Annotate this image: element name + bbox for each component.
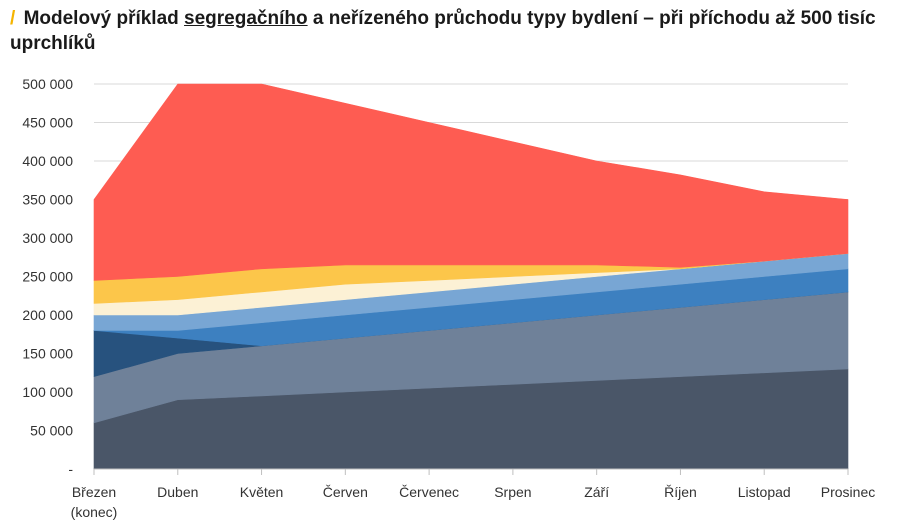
- x-tick-label-line: Říjen: [664, 484, 697, 500]
- y-tick-label: 100 000: [22, 384, 73, 400]
- y-tick-label: 200 000: [22, 307, 73, 323]
- x-tick-label-line: Duben: [157, 484, 198, 500]
- x-tick-label: Květen: [240, 484, 284, 500]
- x-tick-label-line: Září: [584, 484, 609, 500]
- title-slash: /: [10, 8, 16, 29]
- chart-title: / Modelový příklad segregačního a neříze…: [10, 6, 895, 56]
- x-tick-label-line: Prosinec: [821, 484, 875, 500]
- x-tick-label: Září: [584, 484, 609, 500]
- x-tick-label: Duben: [157, 484, 198, 500]
- y-tick-label: 400 000: [22, 153, 73, 169]
- x-tick-label-line: Červen: [323, 484, 368, 500]
- x-tick-label: Prosinec: [821, 484, 875, 500]
- x-tick-label-line: Červenec: [399, 484, 459, 500]
- y-tick-label: 250 000: [22, 269, 73, 285]
- x-tick-label-line: Květen: [240, 484, 284, 500]
- y-tick-labels: - 50 000 100 000 150 000 200 000 250 000 300 0…: [22, 76, 73, 477]
- title-text-start: Modelový příklad: [23, 8, 179, 29]
- y-tick-label: 350 000: [22, 192, 73, 208]
- y-tick-label: 450 000: [22, 115, 73, 131]
- x-tick-label-line: Srpen: [494, 484, 531, 500]
- title-text-underlined: segregačního: [184, 8, 308, 29]
- x-tick-label-line: Listopad: [738, 484, 791, 500]
- title-text-end: a neřízeného průchodu typy bydlení – při…: [10, 8, 876, 54]
- x-tick-label: Říjen: [664, 484, 697, 500]
- x-tick-label: Červen: [323, 484, 368, 500]
- x-tick-label: Listopad: [738, 484, 791, 500]
- y-tick-label: 50 000: [30, 423, 73, 439]
- y-tick-label: 300 000: [22, 230, 73, 246]
- x-tick-labels: Březen (konec) Duben Květen Červen Červenec Sr…: [71, 484, 876, 520]
- y-tick-label: 150 000: [22, 346, 73, 362]
- x-tick-label-line: Březen: [72, 484, 116, 500]
- area-series: [93, 83, 849, 470]
- area-series-8: [93, 83, 849, 281]
- axes: [93, 468, 849, 475]
- x-tick-label: Červenec: [399, 484, 459, 500]
- x-tick-label-line: (konec): [71, 504, 118, 520]
- y-tick-label: -: [68, 461, 73, 477]
- x-tick-label: Srpen: [494, 484, 531, 500]
- y-tick-label: 500 000: [22, 76, 73, 92]
- x-tick-label: Březen (konec): [71, 484, 118, 520]
